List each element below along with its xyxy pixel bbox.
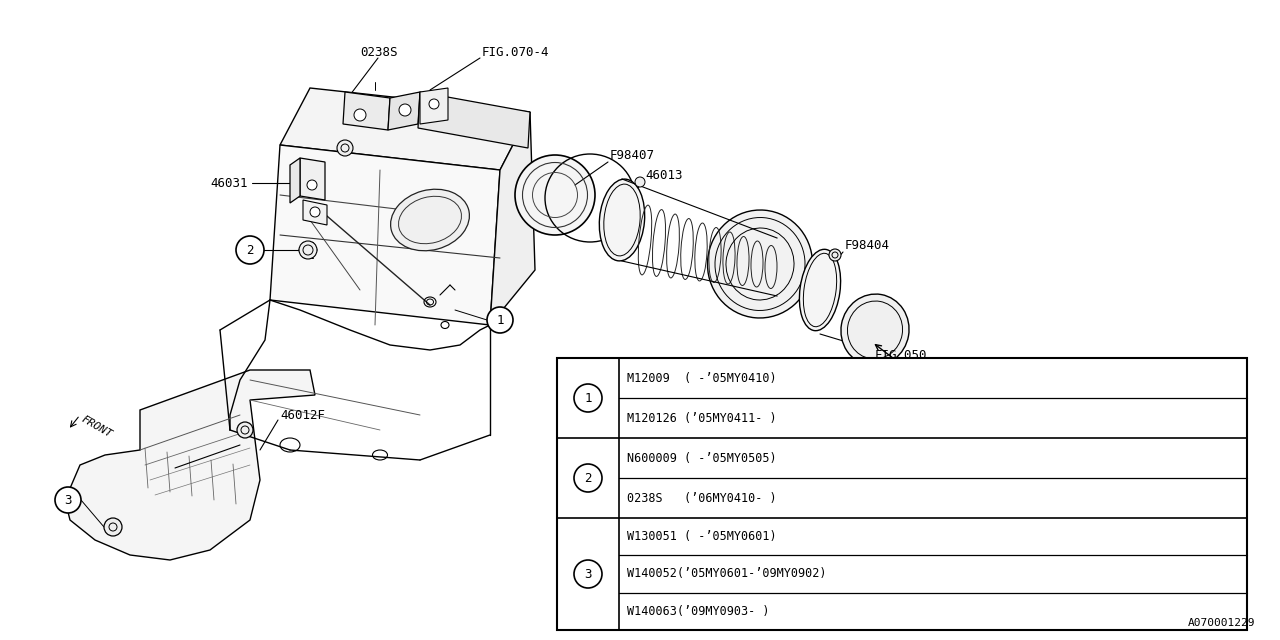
Text: FIG.050: FIG.050 xyxy=(876,349,928,362)
Text: N600009 ( -’05MY0505): N600009 ( -’05MY0505) xyxy=(627,451,777,465)
Text: 3: 3 xyxy=(64,493,72,506)
Text: 0238S: 0238S xyxy=(360,45,398,58)
Text: 1: 1 xyxy=(497,314,504,326)
Polygon shape xyxy=(420,88,448,124)
Text: M120126 (’05MY0411- ): M120126 (’05MY0411- ) xyxy=(627,412,777,424)
Circle shape xyxy=(399,104,411,116)
Polygon shape xyxy=(300,158,325,200)
Circle shape xyxy=(573,384,602,412)
Text: 2: 2 xyxy=(246,243,253,257)
Polygon shape xyxy=(303,200,326,225)
Text: W130051 ( -’05MY0601): W130051 ( -’05MY0601) xyxy=(627,530,777,543)
Circle shape xyxy=(337,140,353,156)
Polygon shape xyxy=(490,112,535,325)
Polygon shape xyxy=(419,92,530,148)
Polygon shape xyxy=(291,158,300,203)
Circle shape xyxy=(310,207,320,217)
Text: 46031: 46031 xyxy=(210,177,247,189)
Text: 3: 3 xyxy=(584,568,591,580)
Text: M12009  ( -’05MY0410): M12009 ( -’05MY0410) xyxy=(627,371,777,385)
Text: 2: 2 xyxy=(584,472,591,484)
Ellipse shape xyxy=(800,250,841,331)
Polygon shape xyxy=(280,88,530,170)
Ellipse shape xyxy=(841,294,909,366)
Circle shape xyxy=(104,518,122,536)
Text: 46012F: 46012F xyxy=(280,408,325,422)
Text: FIG.070-4: FIG.070-4 xyxy=(483,45,549,58)
Circle shape xyxy=(300,241,317,259)
Circle shape xyxy=(355,109,366,121)
Bar xyxy=(557,358,1247,630)
Circle shape xyxy=(573,560,602,588)
Text: FRONT: FRONT xyxy=(79,413,114,439)
Ellipse shape xyxy=(708,210,813,318)
Text: 0238S   (’06MY0410- ): 0238S (’06MY0410- ) xyxy=(627,492,777,504)
Polygon shape xyxy=(65,370,315,560)
Text: F98404: F98404 xyxy=(845,239,890,252)
Circle shape xyxy=(237,422,253,438)
Text: 46013: 46013 xyxy=(645,168,682,182)
Circle shape xyxy=(429,99,439,109)
Circle shape xyxy=(486,307,513,333)
Polygon shape xyxy=(388,92,420,130)
Text: F98407: F98407 xyxy=(611,148,655,161)
Circle shape xyxy=(55,487,81,513)
Text: 1: 1 xyxy=(584,392,591,404)
Circle shape xyxy=(635,177,645,187)
Text: A070001229: A070001229 xyxy=(1188,618,1254,628)
Text: W140063(’09MY0903- ): W140063(’09MY0903- ) xyxy=(627,605,769,618)
Circle shape xyxy=(573,464,602,492)
Polygon shape xyxy=(343,92,390,130)
Circle shape xyxy=(829,249,841,261)
Circle shape xyxy=(307,180,317,190)
Polygon shape xyxy=(270,145,500,325)
Ellipse shape xyxy=(390,189,470,251)
Ellipse shape xyxy=(599,179,645,261)
Ellipse shape xyxy=(515,155,595,235)
Text: W140052(’05MY0601-’09MY0902): W140052(’05MY0601-’09MY0902) xyxy=(627,568,827,580)
Circle shape xyxy=(236,236,264,264)
